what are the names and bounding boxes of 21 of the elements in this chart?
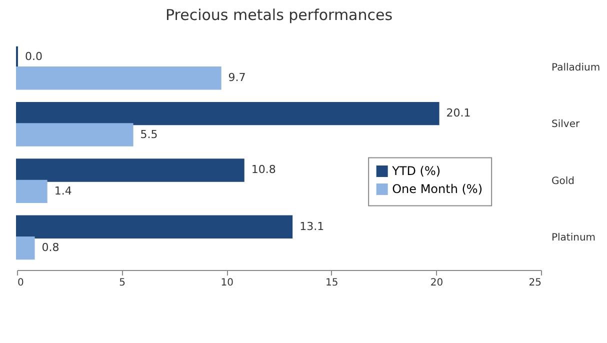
legend-label: YTD (%) [391, 164, 441, 178]
data-label: 10.8 [251, 163, 276, 176]
data-label: 0.0 [25, 50, 42, 63]
data-label: 1.4 [54, 184, 72, 198]
y-tick-label: Silver [552, 119, 580, 130]
x-tick-label: 10 [220, 278, 234, 288]
y-tick-label: Palladium [552, 62, 600, 74]
chart-title: Precious metals performances [165, 6, 393, 24]
y-tick-label: Platinum [552, 232, 596, 244]
x-tick-label: 15 [326, 278, 338, 288]
x-tick-label: 5 [119, 278, 126, 288]
data-label: 20.1 [446, 106, 471, 120]
data-label: 13.1 [300, 220, 324, 233]
legend-label: One Month (%) [392, 182, 483, 196]
data-label: 0.8 [42, 241, 60, 254]
data-label: 9.7 [228, 71, 246, 84]
x-tick-label: 25 [528, 278, 542, 288]
y-tick-label: Gold [552, 176, 574, 187]
x-tick-label: 20 [430, 278, 444, 288]
data-label: 5.5 [140, 128, 158, 141]
x-tick-label: 0 [18, 278, 24, 288]
